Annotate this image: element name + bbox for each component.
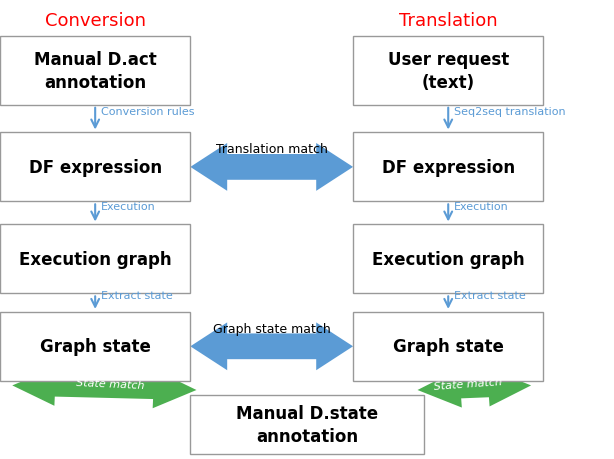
Text: Execution: Execution bbox=[101, 201, 156, 211]
Text: Graph state match: Graph state match bbox=[213, 322, 330, 335]
Text: Translation: Translation bbox=[399, 11, 497, 29]
Text: State match: State match bbox=[76, 377, 145, 390]
Text: User request
(text): User request (text) bbox=[387, 51, 509, 91]
Text: Conversion rules: Conversion rules bbox=[101, 107, 195, 117]
FancyBboxPatch shape bbox=[190, 395, 424, 454]
Text: Manual D.act
annotation: Manual D.act annotation bbox=[34, 51, 157, 91]
Polygon shape bbox=[418, 368, 531, 408]
Text: Translation match: Translation match bbox=[216, 143, 328, 156]
Text: DF expression: DF expression bbox=[29, 158, 161, 177]
Polygon shape bbox=[190, 323, 353, 370]
Text: Manual D.state
annotation: Manual D.state annotation bbox=[236, 404, 378, 445]
FancyBboxPatch shape bbox=[353, 133, 543, 202]
Text: Execution: Execution bbox=[454, 201, 509, 211]
Text: Seq2seq translation: Seq2seq translation bbox=[454, 107, 566, 117]
FancyBboxPatch shape bbox=[0, 312, 190, 381]
FancyBboxPatch shape bbox=[353, 37, 543, 106]
FancyBboxPatch shape bbox=[0, 133, 190, 202]
Text: Graph state: Graph state bbox=[393, 337, 503, 356]
Text: Extract state: Extract state bbox=[454, 291, 526, 301]
FancyBboxPatch shape bbox=[353, 312, 543, 381]
Polygon shape bbox=[190, 144, 353, 191]
Text: Execution graph: Execution graph bbox=[372, 250, 524, 269]
Text: Execution graph: Execution graph bbox=[19, 250, 171, 269]
Text: State match: State match bbox=[433, 376, 503, 391]
Text: Conversion: Conversion bbox=[45, 11, 146, 29]
Text: DF expression: DF expression bbox=[382, 158, 515, 177]
Text: Graph state: Graph state bbox=[40, 337, 150, 356]
Polygon shape bbox=[12, 367, 196, 409]
FancyBboxPatch shape bbox=[353, 225, 543, 294]
FancyBboxPatch shape bbox=[0, 225, 190, 294]
Text: Extract state: Extract state bbox=[101, 291, 173, 301]
FancyBboxPatch shape bbox=[0, 37, 190, 106]
